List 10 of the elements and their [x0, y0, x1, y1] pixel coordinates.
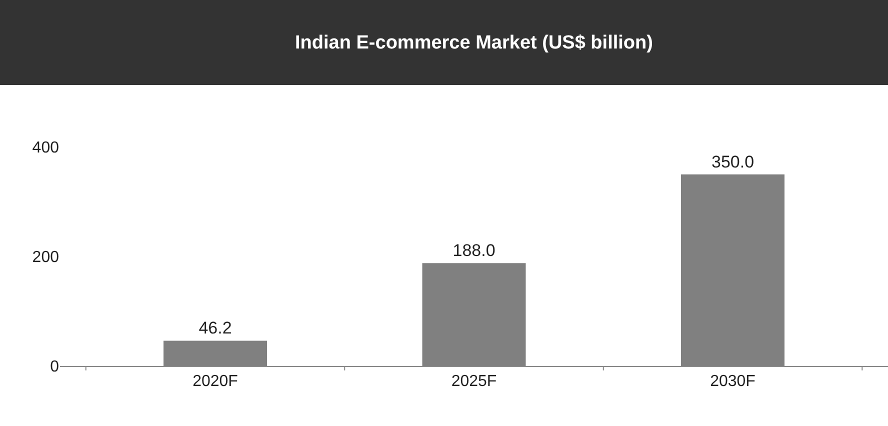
y-tick-label: 0 — [50, 358, 60, 376]
y-tick-label: 200 — [32, 249, 60, 266]
x-tick-label: 2030F — [710, 373, 756, 390]
y-tick-label: 400 — [32, 140, 60, 157]
chart-title: Indian E-commerce Market (US$ billion) — [295, 32, 653, 54]
data-label: 350.0 — [711, 152, 754, 172]
data-label: 188.0 — [452, 241, 496, 260]
x-tick-label: 2025F — [451, 373, 497, 390]
x-tick-label: 2020F — [192, 373, 238, 390]
data-label: 46.2 — [198, 318, 232, 338]
